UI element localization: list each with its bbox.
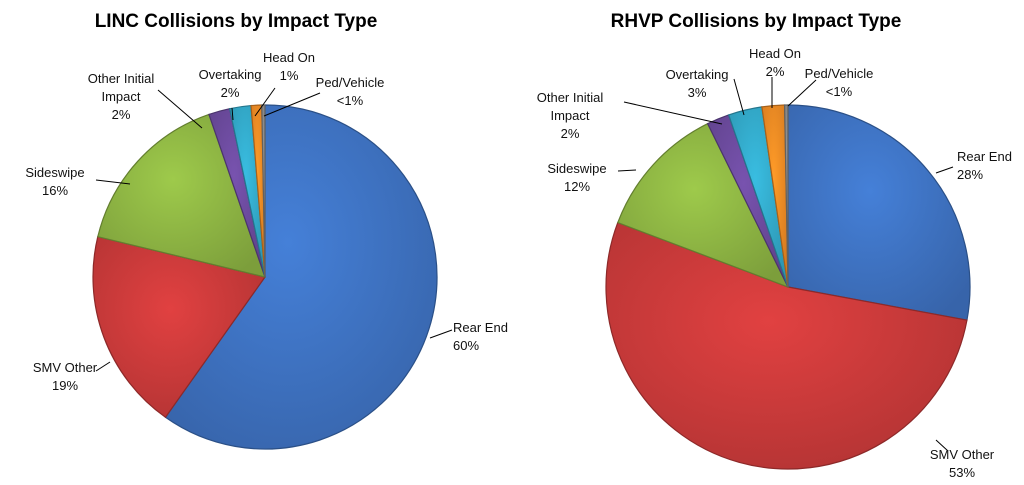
pie-slice-smv-other <box>92 235 267 419</box>
pie-slice-sideswipe <box>97 113 266 278</box>
chart-title: RHVP Collisions by Impact Type <box>611 11 902 32</box>
pie-slice-rear-end <box>787 104 971 321</box>
leader-line-head-on <box>254 87 276 117</box>
linc-labels: Rear End 60% SMV Other 19% Sideswipe 16% Other… <box>25 50 508 393</box>
pie-slice-ped-vehicle <box>783 104 789 288</box>
leader-line-overtaking <box>231 107 234 121</box>
rhvp-labels: Rear End 28% SMV Other 53% Sideswipe 12% Other… <box>537 46 1012 480</box>
slice-label-overtaking: Overtaking 3% <box>666 67 729 100</box>
leader-line-ped-vehicle <box>787 79 817 107</box>
chart-title: LINC Collisions by Impact Type <box>95 11 378 32</box>
slice-label-rear-end: Rear End 60% <box>453 320 508 353</box>
pie-slice-rear-end <box>164 104 438 450</box>
slice-label-other-initial-impact: Other Initial Impact 2% <box>88 71 155 122</box>
rhvp-pie-svg: RHVP Collisions by Impact Type Rear End 2… <box>537 11 1012 480</box>
slice-label-sideswipe: Sideswipe 12% <box>547 161 606 194</box>
slice-label-sideswipe: Sideswipe 16% <box>25 165 84 198</box>
leader-line-smv-other <box>935 439 949 452</box>
leader-line-sideswipe <box>617 169 637 172</box>
leader-line-rear-end <box>429 329 453 339</box>
slice-label-ped-vehicle: Ped/Vehicle <1% <box>805 66 874 99</box>
slice-label-ped-vehicle: Ped/Vehicle <1% <box>316 75 385 108</box>
slice-label-overtaking: Overtaking 2% <box>199 67 262 100</box>
pie-slice-sideswipe <box>617 122 790 289</box>
rhvp-slices <box>605 104 971 470</box>
linc-leader-lines <box>95 87 453 372</box>
leader-line-sideswipe <box>95 179 131 185</box>
linc-pie-svg: LINC Collisions by Impact Type Rear End 6… <box>25 11 508 450</box>
leader-line-other-initial-impact <box>623 101 723 125</box>
linc-pie-chart: LINC Collisions by Impact Type Rear End 6… <box>25 11 508 450</box>
rhvp-leader-lines <box>617 77 954 452</box>
leader-line-rear-end <box>935 166 954 174</box>
rhvp-pie-chart: RHVP Collisions by Impact Type Rear End 2… <box>512 0 1024 485</box>
pie-slice-smv-other <box>605 221 968 470</box>
leader-line-overtaking <box>733 78 745 116</box>
leader-line-ped-vehicle <box>263 92 321 117</box>
slice-label-smv-other: SMV Other 19% <box>33 360 98 393</box>
slice-label-other-initial-impact: Other Initial Impact 2% <box>537 90 604 141</box>
leader-line-smv-other <box>95 361 111 372</box>
leader-line-other-initial-impact <box>157 89 203 129</box>
slice-label-rear-end: Rear End 28% <box>957 149 1012 182</box>
slice-label-smv-other: SMV Other 53% <box>930 447 995 480</box>
slice-label-head-on: Head On 1% <box>263 50 315 83</box>
linc-slices <box>92 104 438 450</box>
slice-label-head-on: Head On 2% <box>749 46 801 79</box>
